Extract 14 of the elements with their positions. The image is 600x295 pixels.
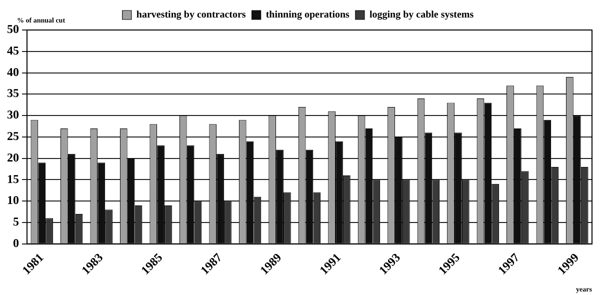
y-tick-label: 20 xyxy=(7,150,19,164)
y-tick-label: 30 xyxy=(7,108,19,122)
y-tick-label: 5 xyxy=(13,214,19,229)
y-tick-label: 35 xyxy=(7,86,19,100)
y-tick-label: 40 xyxy=(7,64,19,79)
legend-label: harvesting by contractors xyxy=(136,10,246,21)
y-tick-label: 10 xyxy=(7,193,19,208)
legend-label: thinning operations xyxy=(266,10,350,21)
legend-label: logging by cable systems xyxy=(369,10,474,21)
y-tick-label: 15 xyxy=(7,172,19,186)
y-tick-label: 45 xyxy=(7,43,19,58)
y-tick-label: 25 xyxy=(7,129,19,144)
y-tick-label: 0 xyxy=(13,236,19,250)
y-tick-label: 50 xyxy=(7,22,19,36)
